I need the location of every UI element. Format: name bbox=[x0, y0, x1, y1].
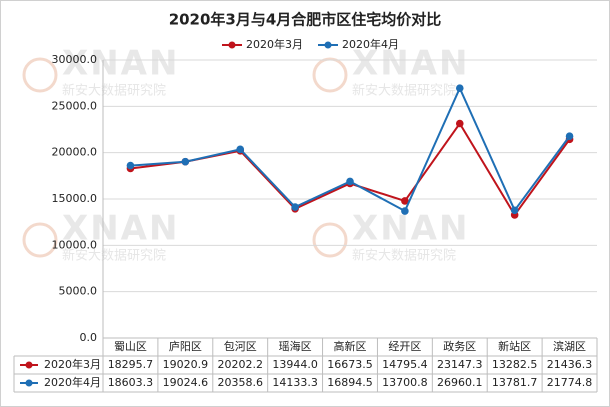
table-cell: 13700.8 bbox=[382, 376, 428, 389]
x-tick-label: 瑶海区 bbox=[279, 339, 312, 353]
watermark-text: 新安大数据研究院 bbox=[352, 248, 456, 264]
watermark-text: 新安大数据研究院 bbox=[62, 248, 166, 264]
table-cell: 20358.6 bbox=[217, 376, 263, 389]
table-cell: 23147.3 bbox=[437, 358, 483, 371]
watermark-text: 新安大数据研究院 bbox=[352, 83, 456, 99]
data-point bbox=[126, 161, 135, 170]
legend-marker bbox=[25, 361, 33, 369]
y-tick-label: 25000.0 bbox=[52, 99, 98, 112]
legend-label: 2020年3月 bbox=[246, 37, 303, 51]
watermark: XNAN新安大数据研究院XNAN新安大数据研究院XNAN新安大数据研究院XNAN… bbox=[22, 44, 469, 264]
table-cell: 18603.3 bbox=[108, 376, 154, 389]
x-tick-label: 新站区 bbox=[498, 339, 531, 353]
table-cell: 18295.7 bbox=[108, 358, 154, 371]
legend-label: 2020年4月 bbox=[342, 37, 399, 51]
table-cell: 13781.7 bbox=[492, 376, 538, 389]
watermark-icon bbox=[22, 57, 58, 93]
data-point bbox=[565, 132, 574, 141]
x-tick-label: 政务区 bbox=[443, 339, 476, 353]
data-point bbox=[401, 207, 409, 215]
watermark-icon bbox=[22, 222, 58, 258]
table-cell: 13282.5 bbox=[492, 358, 538, 371]
y-tick-label: 0.0 bbox=[80, 331, 98, 344]
table-cell: 19020.9 bbox=[163, 358, 209, 371]
legend-marker bbox=[25, 379, 33, 387]
table-cell: 16894.5 bbox=[327, 376, 373, 389]
watermark-logo: XNAN bbox=[62, 44, 179, 84]
table-cell: 13944.0 bbox=[272, 358, 318, 371]
table-row-label: 2020年4月 bbox=[44, 375, 101, 389]
legend-marker bbox=[228, 41, 236, 49]
table-cell: 16673.5 bbox=[327, 358, 373, 371]
chart-title: 2020年3月与4月合肥市区住宅均价对比 bbox=[169, 11, 442, 29]
x-tick-label: 滨湖区 bbox=[553, 339, 586, 353]
data-point bbox=[455, 84, 464, 92]
table-cell: 14133.3 bbox=[272, 376, 318, 389]
y-tick-label: 15000.0 bbox=[52, 192, 98, 205]
data-point bbox=[346, 177, 354, 186]
y-tick-label: 5000.0 bbox=[59, 285, 98, 298]
table-cell: 20202.2 bbox=[217, 358, 263, 371]
table-row-label: 2020年3月 bbox=[44, 357, 101, 371]
watermark-logo: XNAN bbox=[62, 209, 179, 249]
x-tick-label: 经开区 bbox=[388, 340, 421, 353]
watermark-logo: XNAN bbox=[352, 209, 469, 249]
table-cell: 14795.4 bbox=[382, 358, 428, 371]
table-cell: 19024.6 bbox=[163, 376, 209, 389]
x-tick-label: 庐阳区 bbox=[169, 339, 202, 353]
y-tick-label: 10000.0 bbox=[52, 238, 98, 251]
data-point bbox=[181, 157, 190, 166]
y-tick-label: 20000.0 bbox=[52, 146, 98, 159]
x-tick-label: 包河区 bbox=[224, 340, 257, 353]
table-cell: 21436.3 bbox=[547, 358, 593, 371]
x-tick-label: 蜀山区 bbox=[114, 340, 147, 353]
table-cell: 21774.8 bbox=[547, 376, 593, 389]
data-point bbox=[401, 197, 409, 205]
data-point bbox=[291, 203, 299, 211]
watermark-text: 新安大数据研究院 bbox=[62, 83, 166, 99]
legend-marker bbox=[324, 41, 332, 49]
y-tick-label: 30000.0 bbox=[52, 53, 98, 66]
watermark-icon bbox=[312, 222, 348, 258]
table-cell: 26960.1 bbox=[437, 376, 483, 389]
legend: 2020年3月 2020年4月 bbox=[222, 37, 399, 51]
watermark-icon bbox=[312, 57, 348, 93]
x-tick-label: 高新区 bbox=[334, 339, 367, 353]
data-point bbox=[510, 206, 519, 215]
data-point bbox=[455, 119, 464, 128]
watermark-logo: XNAN bbox=[352, 44, 469, 84]
data-point bbox=[236, 145, 245, 154]
